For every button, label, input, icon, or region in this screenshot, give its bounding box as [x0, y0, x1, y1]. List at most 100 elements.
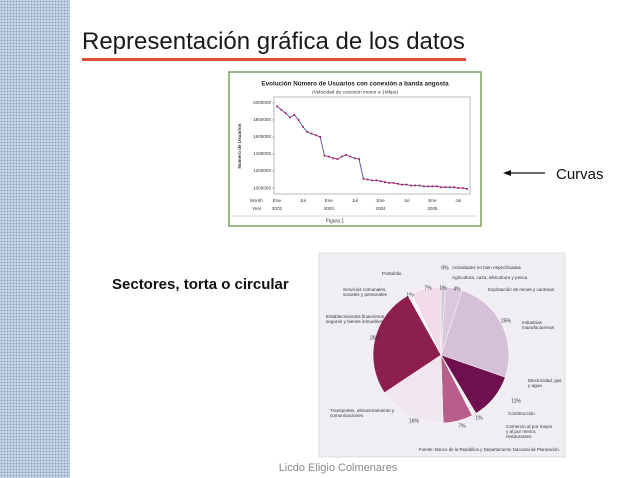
- slice-name-text: Transportes, almacenamiento y comunicaci…: [330, 408, 395, 419]
- plot-area: [273, 96, 471, 195]
- marker: [422, 185, 425, 188]
- slide-title: Representación gráfica de los datos: [82, 28, 465, 55]
- slice-name: Portafolio: [382, 271, 401, 276]
- slice-name: Industrias manufactureras: [522, 320, 554, 330]
- marker: [401, 183, 404, 186]
- marker: [353, 157, 356, 160]
- marker: [444, 186, 447, 189]
- slice-name: Electricidad, gas y agua: [528, 378, 562, 389]
- slice-label: 26%: [370, 335, 381, 341]
- marker: [440, 186, 442, 189]
- marker: [384, 181, 386, 183]
- marker: [349, 155, 352, 158]
- source: Fuente: Banco de la República y Departam…: [419, 447, 560, 452]
- marker: [414, 184, 417, 187]
- side-strip: [0, 0, 70, 478]
- y-tick-label: 1600000: [253, 134, 271, 139]
- slice-name-text: Agricultura, caza, silvicultura y pesca: [452, 275, 528, 280]
- marker: [418, 184, 421, 187]
- slice-name-text: Explotación de minas y canteras: [488, 287, 555, 292]
- y-tick-label: 1000000: [253, 185, 271, 190]
- marker: [293, 113, 296, 116]
- slice-label: 4%: [453, 286, 461, 292]
- y-axis-label: Numero de Usuarios: [237, 123, 242, 168]
- marker: [427, 185, 430, 188]
- slice-name: Actividades no bien especificadas: [452, 265, 521, 270]
- slice-label: 7%: [458, 423, 466, 429]
- x-tick-label: Ene: [325, 198, 334, 203]
- marker: [314, 134, 317, 137]
- marker: [435, 185, 438, 188]
- marker: [375, 179, 378, 182]
- annotation: Sectores, torta o circular: [112, 276, 289, 293]
- slice-name: Transportes, almacenamiento y comunicaci…: [330, 408, 395, 419]
- x-tick-label: 2004: [376, 206, 387, 211]
- y-tick-label: 1800000: [253, 117, 271, 122]
- y-tick-label: 1200000: [253, 168, 271, 173]
- slice-label: 1%: [439, 285, 447, 291]
- slice-name-text: Establecimientos financieros, seguros y …: [326, 314, 386, 325]
- slice-name-text: Comercio al por mayor y al por menor, re…: [506, 424, 553, 440]
- title-underline: [82, 58, 466, 61]
- marker: [323, 154, 326, 157]
- marker: [302, 125, 304, 128]
- marker: [431, 185, 434, 188]
- x-tick-label: Jul: [352, 198, 358, 203]
- x-tick-label: 2003: [324, 206, 335, 211]
- marker: [397, 182, 399, 185]
- slice-label: 1%: [406, 292, 414, 298]
- y-tick-label: 1400000: [253, 151, 271, 156]
- marker: [362, 177, 365, 180]
- pie-slice: [384, 354, 444, 424]
- annotation: Curvas: [556, 166, 604, 183]
- pie-slice: [372, 295, 442, 394]
- marker: [448, 186, 451, 189]
- marker: [392, 182, 395, 184]
- x-tick-label: Ene: [273, 198, 282, 203]
- row-label: Month: [250, 198, 263, 203]
- marker: [457, 187, 460, 189]
- marker: [409, 184, 412, 187]
- marker: [284, 112, 287, 115]
- slice-label: 1%: [475, 415, 483, 421]
- slice-name-text: Construcción: [508, 411, 535, 416]
- slice-name-text: Servicios comunales, sociales y personal…: [343, 287, 387, 298]
- row-label: Year: [252, 206, 262, 211]
- marker: [319, 136, 322, 138]
- slice-name: Servicios comunales, sociales y personal…: [343, 287, 387, 298]
- marker: [332, 157, 335, 160]
- marker: [280, 108, 283, 111]
- x-tick-label: Ene: [377, 198, 386, 203]
- x-tick-label: 2005: [427, 206, 438, 211]
- slice-label: 11%: [511, 398, 521, 404]
- slice-name: Explotación de minas y canteras: [488, 287, 555, 292]
- x-tick-label: Jul: [300, 198, 306, 203]
- marker: [289, 116, 291, 119]
- line-chart-frame: [228, 71, 482, 227]
- x-tick-label: Jul: [455, 198, 461, 203]
- marker: [276, 105, 278, 108]
- slice-label: 16%: [409, 418, 420, 424]
- marker: [388, 182, 391, 184]
- slice-label: 7%: [424, 285, 432, 291]
- chart-subtitle: (Velocidad de conexión menor a 1Mbps): [312, 89, 398, 95]
- slice-name-text: Electricidad, gas y agua: [528, 378, 562, 389]
- marker: [466, 187, 468, 190]
- arrow-head: [503, 170, 511, 176]
- slice-label: 25%: [501, 318, 512, 324]
- marker: [306, 130, 309, 133]
- y-tick-label: 2000000: [253, 100, 271, 105]
- slice-label: 0%: [441, 265, 449, 271]
- slice-name: Construcción: [508, 411, 535, 416]
- marker: [405, 183, 408, 186]
- slice-name: Establecimientos financieros, seguros y …: [326, 314, 386, 325]
- pie-slice: [411, 286, 442, 356]
- slice-name: Agricultura, caza, silvicultura y pesca: [452, 275, 528, 280]
- marker: [371, 179, 373, 182]
- caption: Figura 1: [326, 218, 345, 224]
- marker: [310, 132, 313, 135]
- slice-name: Comercio al por mayor y al por menor, re…: [506, 424, 553, 440]
- marker: [461, 187, 464, 189]
- x-tick-label: 2002: [272, 206, 283, 211]
